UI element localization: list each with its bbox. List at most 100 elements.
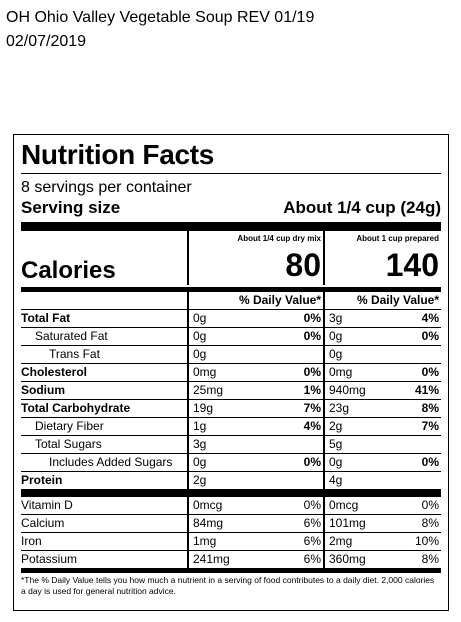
nutrient-row: Saturated Fat 0g 0% 0g 0%: [21, 327, 441, 346]
amount: 4g: [329, 473, 343, 487]
percent-daily-value: 6%: [303, 552, 321, 566]
amount: 2g: [193, 473, 207, 487]
percent-daily-value: 0%: [303, 311, 321, 325]
amount: 1g: [193, 419, 207, 433]
percent-daily-value: 41%: [414, 383, 439, 397]
nutrient-row: Total Carbohydrate 19g 7% 23g 8%: [21, 399, 441, 418]
percent-daily-value: 0%: [303, 365, 321, 379]
nutrient-row: Total Sugars 3g 5g: [21, 435, 441, 454]
amount: 3g: [329, 311, 343, 325]
nutrient-row: Total Fat 0g 0% 3g 4%: [21, 309, 441, 328]
dry-cell: 84mg 6%: [187, 514, 324, 533]
amount: 84mg: [193, 516, 224, 530]
prepared-cell: 0g 0%: [323, 453, 441, 472]
percent-daily-value: 0%: [421, 329, 439, 343]
amount: 0g: [329, 455, 343, 469]
nutrient-name: Iron: [21, 532, 188, 551]
amount: 25mg: [193, 383, 224, 397]
amount: 101mg: [329, 516, 366, 530]
nutrient-name: Total Sugars: [21, 435, 188, 454]
amount: 5g: [329, 437, 343, 451]
prepared-cell: 3g 4%: [323, 309, 441, 328]
dry-cell: 241mg 6%: [187, 550, 324, 568]
nutrient-row: Calcium 84mg 6% 101mg 8%: [21, 514, 441, 533]
nutrition-facts-label: Nutrition Facts 8 servings per container…: [13, 134, 449, 611]
amount: 940mg: [329, 383, 366, 397]
amount: 0g: [329, 347, 343, 361]
dry-cell: 19g 7%: [187, 399, 324, 418]
thick-divider: [21, 489, 441, 497]
serving-size-value: About 1/4 cup (24g): [283, 198, 441, 217]
calories-prepared: 140: [323, 245, 441, 285]
prepared-cell: 940mg 41%: [323, 381, 441, 400]
product-title: OH Ohio Valley Vegetable Soup REV 01/19: [6, 9, 315, 26]
nutrient-row: Trans Fat 0g 0g: [21, 345, 441, 364]
dry-cell: 0g 0%: [187, 453, 324, 472]
blank-cell: [21, 231, 188, 245]
amount: 241mg: [193, 552, 230, 566]
calories-table: About 1/4 cup dry mix About 1 cup prepar…: [21, 231, 441, 285]
prepared-cell: 101mg 8%: [323, 514, 441, 533]
thick-divider: [21, 222, 441, 231]
prepared-cell: 0g: [323, 345, 441, 364]
percent-daily-value: 6%: [303, 516, 321, 530]
amount: 2mg: [329, 534, 353, 548]
calories-dry: 80: [187, 245, 324, 285]
percent-daily-value: 0%: [421, 365, 439, 379]
percent-daily-value: 0%: [421, 498, 439, 512]
amount: 0g: [193, 311, 207, 325]
prepared-cell: 23g 8%: [323, 399, 441, 418]
amount: 2g: [329, 419, 343, 433]
prepared-cell: 360mg 8%: [323, 550, 441, 568]
nutrient-row: Cholesterol 0mg 0% 0mg 0%: [21, 363, 441, 382]
footnote: *The % Daily Value tells you how much a …: [21, 575, 435, 596]
amount: 360mg: [329, 552, 366, 566]
nutrient-name: Trans Fat: [21, 345, 188, 364]
amount: 0g: [193, 329, 207, 343]
serving-size-row: Serving size About 1/4 cup (24g): [21, 197, 441, 219]
amount: 23g: [329, 401, 350, 415]
percent-daily-value: 0%: [421, 455, 439, 469]
nutrient-name: Total Fat: [21, 309, 188, 328]
dry-cell: 0mg 0%: [187, 363, 324, 382]
nutrient-name: Vitamin D: [21, 498, 73, 512]
amount: 1mg: [193, 534, 217, 548]
vitamin-table: Vitamin D 0mcg 0% 0mcg 0% Calcium 84mg 6% 101mg 8…: [21, 497, 441, 568]
dry-cell: 1g 4%: [187, 417, 324, 436]
nutrient-row: Protein 2g 4g: [21, 471, 441, 489]
nutrient-row: Dietary Fiber 1g 4% 2g 7%: [21, 417, 441, 436]
amount: 19g: [193, 401, 214, 415]
nutrient-row: Vitamin D 0mcg 0% 0mcg 0%: [21, 497, 441, 515]
blank-cell: [21, 292, 188, 310]
nutrient-name: Calcium: [21, 514, 188, 533]
percent-daily-value: 0%: [303, 498, 321, 512]
prepared-cell: 4g: [323, 471, 441, 489]
column-header-dry: About 1/4 cup dry mix: [187, 231, 324, 245]
dry-cell: 25mg 1%: [187, 381, 324, 400]
nutrient-row: Potassium 241mg 6% 360mg 8%: [21, 550, 441, 568]
nutrient-name: Saturated Fat: [21, 327, 188, 346]
nutrient-name: Includes Added Sugars: [21, 453, 188, 472]
prepared-cell: 2g 7%: [323, 417, 441, 436]
percent-daily-value: 0%: [303, 329, 321, 343]
amount: 0mg: [329, 365, 353, 379]
amount: 3g: [193, 437, 207, 451]
percent-daily-value: 8%: [421, 516, 439, 530]
amount: 0mcg: [329, 498, 359, 512]
nutrient-table: % Daily Value* % Daily Value* Total Fat 0…: [21, 292, 441, 489]
amount: 0mcg: [193, 498, 223, 512]
servings-per-container: 8 servings per container: [21, 179, 192, 196]
percent-daily-value: 4%: [303, 419, 321, 433]
percent-daily-value: 0%: [303, 455, 321, 469]
revision-date: 02/07/2019: [6, 33, 87, 50]
column-header-prepared: About 1 cup prepared: [323, 231, 441, 245]
amount: 0g: [193, 455, 207, 469]
nutrient-name: Cholesterol: [21, 363, 188, 382]
dry-cell: 2g: [187, 471, 324, 489]
percent-daily-value: 8%: [421, 401, 439, 415]
nutrient-name: Protein: [21, 471, 188, 489]
nutrient-row: Iron 1mg 6% 2mg 10%: [21, 532, 441, 551]
prepared-cell: 0mg 0%: [323, 363, 441, 382]
dry-cell: 0g 0%: [187, 327, 324, 346]
percent-daily-value: 7%: [421, 419, 439, 433]
